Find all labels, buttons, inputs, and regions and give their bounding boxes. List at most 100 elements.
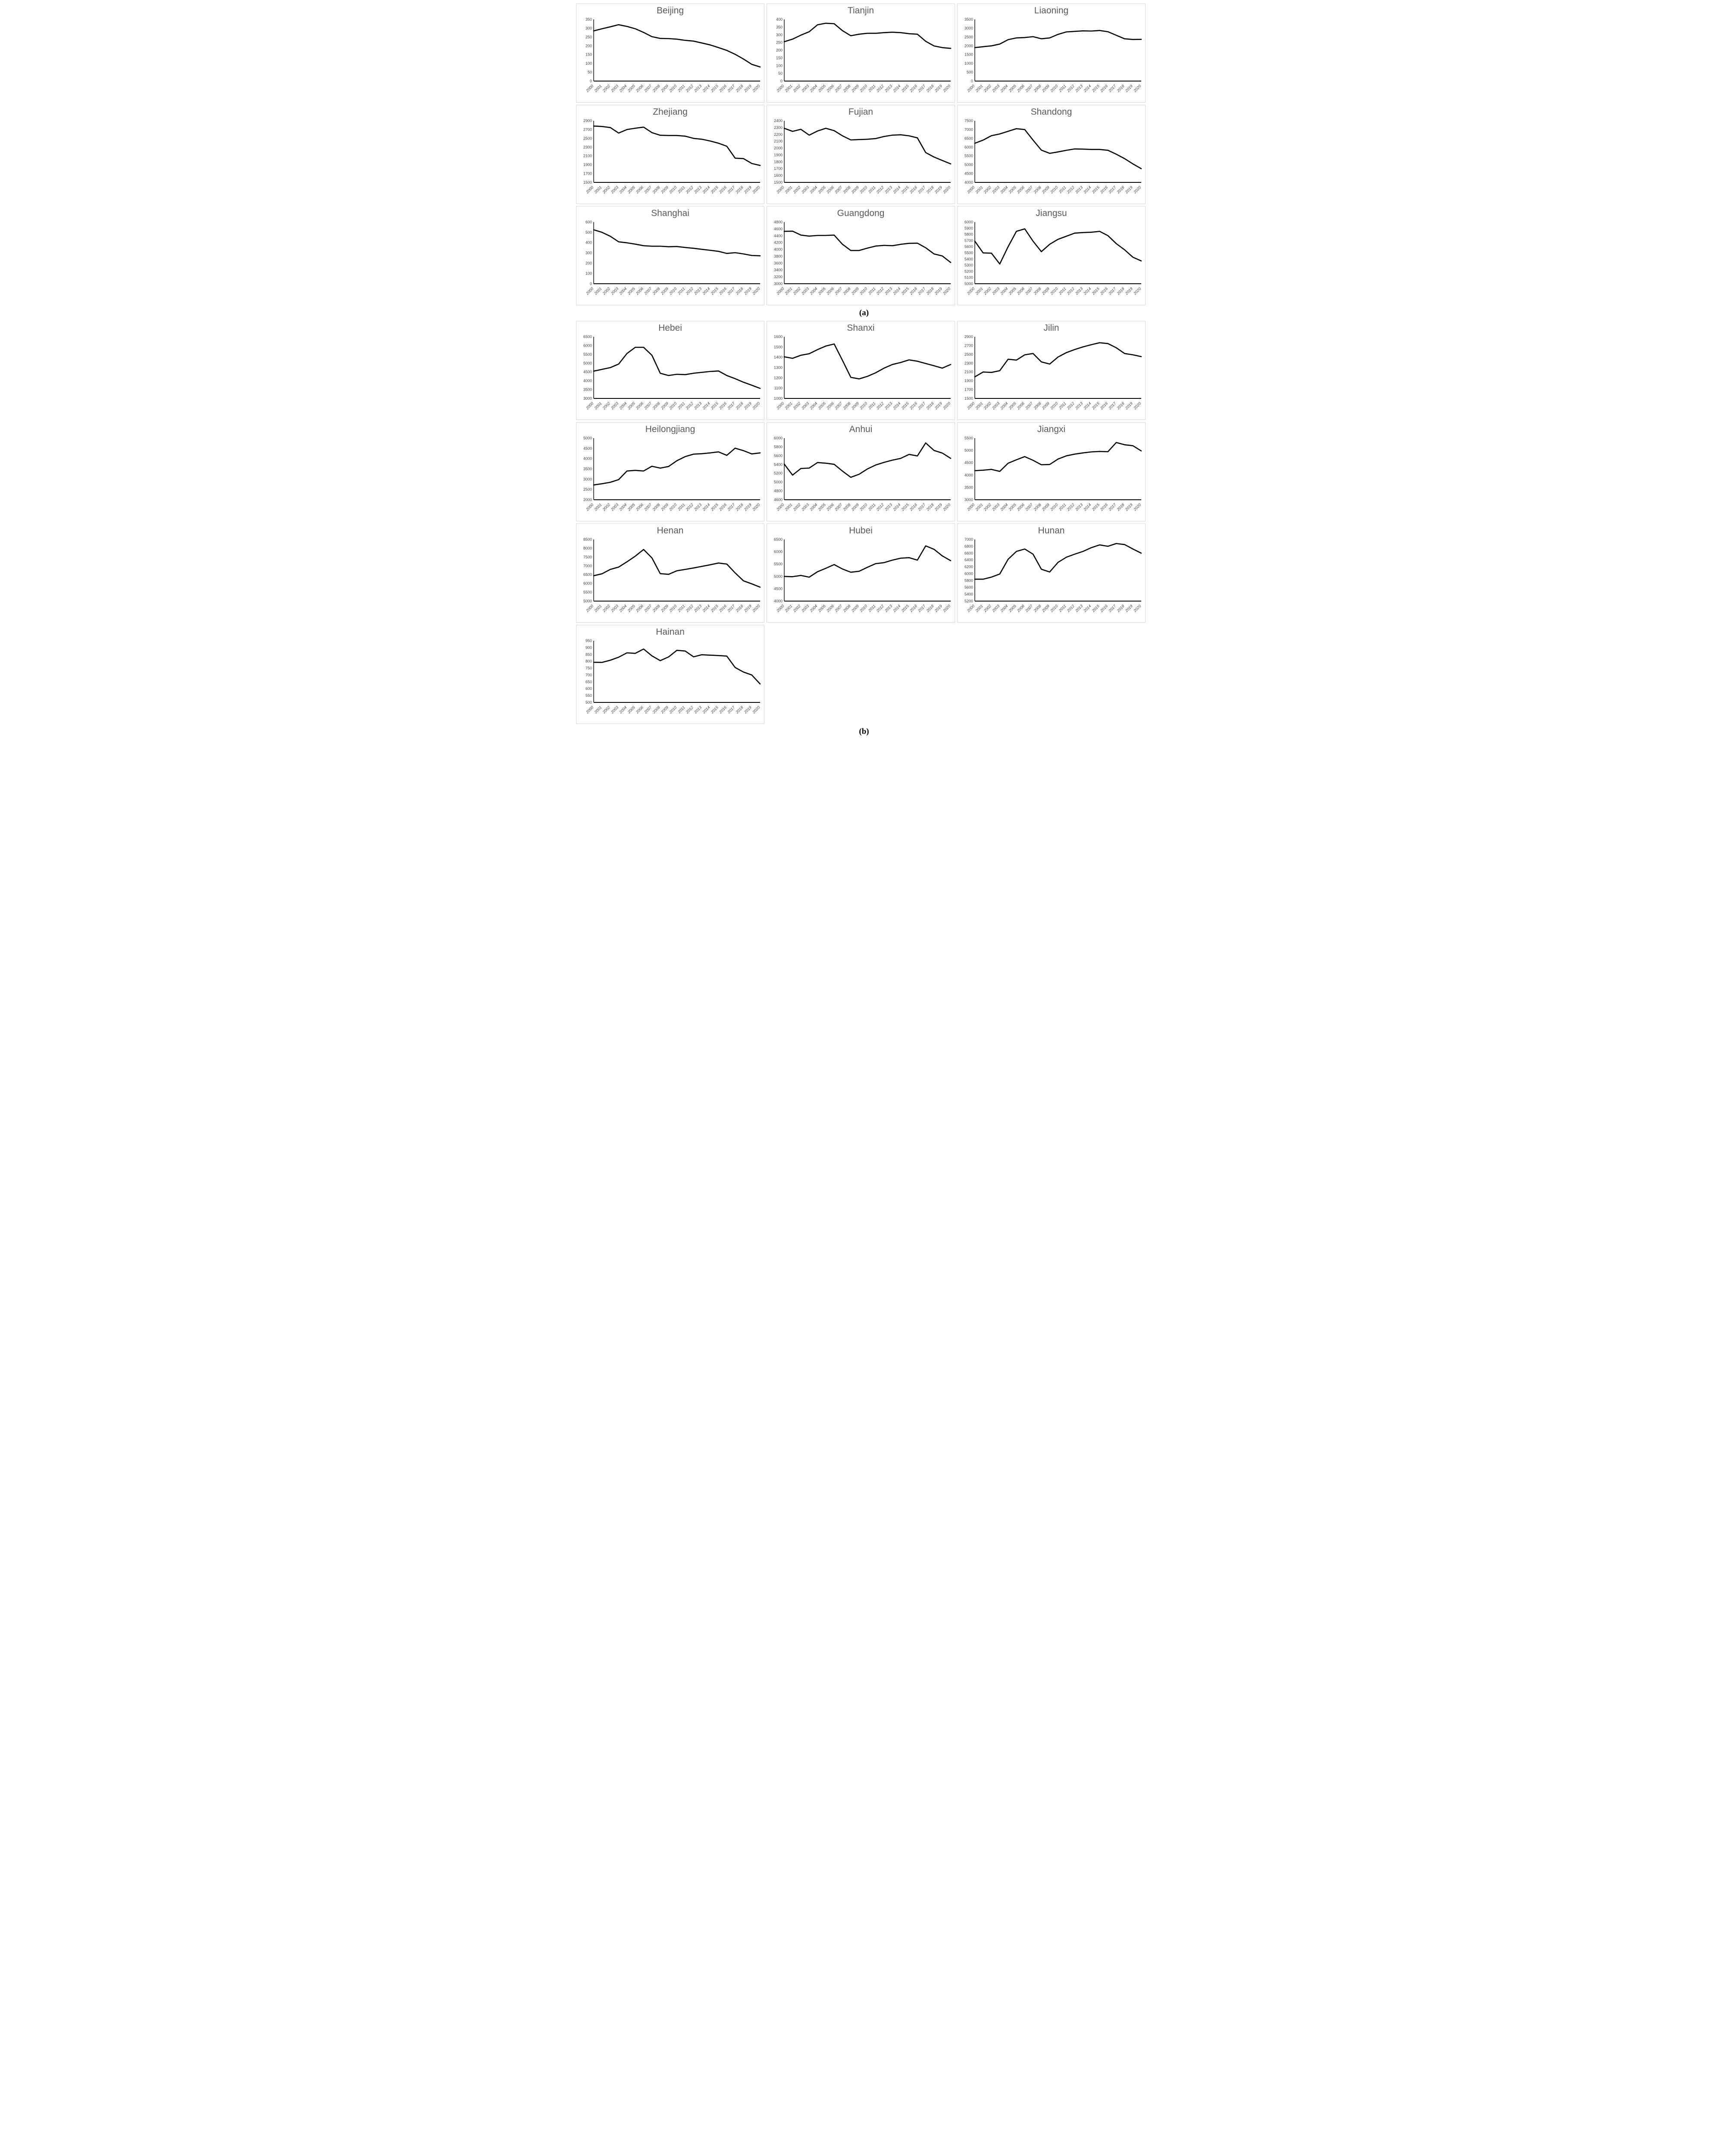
svg-text:2016: 2016 [718,185,727,194]
svg-text:5200: 5200 [964,269,973,273]
svg-text:2000: 2000 [585,604,594,613]
svg-text:2014: 2014 [701,84,711,93]
svg-text:2016: 2016 [908,604,918,613]
svg-text:2002: 2002 [983,185,992,194]
svg-text:5800: 5800 [964,232,973,237]
svg-text:5500: 5500 [964,154,973,158]
svg-text:2008: 2008 [651,84,661,93]
svg-text:3000: 3000 [583,396,592,401]
chart-title: Shanxi [847,323,875,333]
svg-text:2013: 2013 [693,286,702,296]
svg-text:2014: 2014 [892,401,902,411]
svg-text:2013: 2013 [883,185,893,194]
svg-text:2013: 2013 [693,502,702,512]
svg-text:1700: 1700 [774,166,783,171]
svg-text:5000: 5000 [583,436,592,440]
svg-text:2006: 2006 [1016,604,1025,613]
svg-text:2016: 2016 [908,84,918,93]
svg-text:2005: 2005 [626,502,636,512]
x-axis-tick-labels: 2000200120022003200420052006200720082009… [775,502,951,512]
series-line [593,448,761,486]
chart-title: Beijing [656,6,684,16]
series-line [783,230,952,263]
chart-hainan: Hainan 500 550 600 650 700 750 800 850 900 950 2000… [576,625,764,724]
svg-text:2100: 2100 [583,154,592,158]
chart-title: Liaoning [1034,6,1069,16]
svg-text:2002: 2002 [983,401,992,411]
svg-text:2006: 2006 [635,84,644,93]
svg-text:250: 250 [776,41,783,45]
chart-plot-area: 0100200300400500600200020012002200320042… [585,220,761,296]
svg-text:2001: 2001 [974,185,984,194]
series-line [974,543,1142,580]
series-line [974,128,1142,169]
svg-text:2018: 2018 [1116,84,1125,93]
y-axis-tick-labels: 4000 4500 5000 5500 6000 6500 [774,537,783,603]
svg-text:2001: 2001 [593,604,603,613]
svg-text:2013: 2013 [883,502,893,512]
svg-text:2006: 2006 [635,705,644,714]
svg-text:2009: 2009 [660,705,669,714]
svg-text:150: 150 [776,56,783,60]
svg-text:200: 200 [776,48,783,53]
svg-text:4000: 4000 [774,599,783,603]
svg-text:850: 850 [585,652,592,657]
svg-text:2005: 2005 [817,502,827,512]
svg-text:2001: 2001 [784,185,793,194]
svg-text:2012: 2012 [875,84,885,93]
svg-text:2012: 2012 [875,401,885,411]
chart-title: Tianjin [847,6,874,16]
svg-text:7000: 7000 [964,127,973,132]
svg-text:2000: 2000 [775,401,785,411]
svg-text:2011: 2011 [867,185,876,194]
svg-text:2011: 2011 [1058,502,1067,511]
series-line [974,342,1142,378]
svg-text:2003: 2003 [991,604,1000,613]
chart-plot-area: 3000 3500 4000 4500 5000 5500 2000200120022003… [964,436,1142,512]
svg-text:2017: 2017 [726,84,736,94]
svg-text:2200: 2200 [774,132,783,137]
svg-text:2002: 2002 [792,401,801,411]
svg-text:2017: 2017 [917,84,927,94]
svg-text:2005: 2005 [626,401,636,411]
svg-text:2017: 2017 [917,604,927,614]
svg-text:2003: 2003 [800,502,810,512]
svg-text:2012: 2012 [1066,401,1075,411]
y-axis-tick-labels: 3000 3500 4000 4500 5000 5500 [964,436,973,502]
svg-text:2004: 2004 [809,286,818,296]
svg-text:2004: 2004 [618,401,628,411]
svg-text:2003: 2003 [991,84,1000,93]
svg-text:1600: 1600 [774,173,783,178]
svg-text:2002: 2002 [792,185,801,194]
svg-text:2003: 2003 [610,502,619,512]
y-axis-tick-labels: 3000 3500 4000 4500 5000 5500 6000 6500 [583,335,592,401]
svg-text:2012: 2012 [1066,84,1075,93]
svg-text:2001: 2001 [974,502,984,512]
svg-text:2016: 2016 [908,185,918,194]
svg-text:2020: 2020 [1132,502,1142,512]
svg-text:6000: 6000 [583,343,592,348]
svg-text:2900: 2900 [964,335,973,339]
svg-text:400: 400 [776,17,783,22]
svg-text:2001: 2001 [784,502,793,512]
svg-text:2016: 2016 [1099,401,1108,411]
svg-text:4500: 4500 [583,446,592,451]
svg-text:2002: 2002 [601,185,611,194]
svg-text:2016: 2016 [908,286,918,296]
svg-text:2011: 2011 [867,286,876,295]
svg-text:2013: 2013 [883,84,893,93]
chart-henan: Henan 5000 5500 6000 6500 7000 7500 8000 8500 200… [576,523,764,623]
chart-plot-area: 3000 3200 3400 3600 3800 4000 4200 4400 4600 4800… [774,220,952,296]
x-axis-tick-labels: 2000200120022003200420052006200720082009… [585,84,761,94]
svg-text:250: 250 [585,35,592,39]
svg-text:2000: 2000 [775,502,785,512]
svg-text:6500: 6500 [583,573,592,577]
svg-text:4000: 4000 [964,473,973,477]
svg-text:2000: 2000 [775,185,785,194]
svg-text:2018: 2018 [735,84,744,93]
svg-text:2008: 2008 [842,401,851,411]
svg-text:2015: 2015 [710,401,720,411]
svg-text:2005: 2005 [817,84,827,94]
svg-text:2010: 2010 [1049,84,1058,93]
svg-text:2018: 2018 [1116,502,1125,512]
